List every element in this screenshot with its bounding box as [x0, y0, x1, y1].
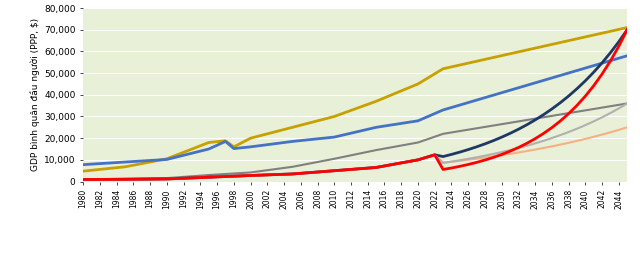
Malaysia [247, 145, 255, 148]
VN kịch bản 0 [247, 174, 255, 177]
Malaysia [582, 66, 589, 70]
Line: Malaysia: Malaysia [83, 56, 627, 165]
VN kịch bản 1 [506, 148, 514, 152]
Hàn Quốc [247, 136, 255, 140]
Hàn Quốc [623, 26, 631, 29]
Line: VN kịch bản 1: VN kịch bản 1 [83, 103, 627, 179]
Trung Quốc [79, 178, 87, 181]
VN kịch bản 0 [623, 126, 631, 129]
Trung Quốc [314, 160, 321, 164]
Malaysia [163, 158, 171, 161]
VN kịch bản 3 [314, 170, 321, 174]
Hàn Quốc [79, 170, 87, 173]
VN kịch bản 1 [247, 174, 255, 177]
Hàn Quốc [582, 35, 589, 38]
VN kịch bản 1 [582, 124, 589, 127]
VN kịch bản 2 [506, 132, 514, 135]
VN kịch bản 2 [79, 178, 87, 181]
VN kịch bản 3 [623, 28, 631, 31]
VN kịch bản 2 [213, 175, 221, 178]
VN kịch bản 3 [79, 178, 87, 181]
Malaysia [623, 54, 631, 57]
Trung Quốc [623, 102, 631, 105]
VN kịch bản 0 [506, 152, 514, 155]
Line: Hàn Quốc: Hàn Quốc [83, 28, 627, 171]
VN kịch bản 3 [213, 175, 221, 178]
Hàn Quốc [314, 119, 321, 122]
Trung Quốc [163, 176, 171, 180]
Line: Trung Quốc: Trung Quốc [83, 103, 627, 179]
Hàn Quốc [506, 52, 514, 55]
Malaysia [314, 137, 321, 140]
VN kịch bản 1 [314, 170, 321, 174]
VN kịch bản 0 [582, 137, 589, 140]
VN kịch bản 3 [582, 95, 589, 98]
Line: VN kịch bản 3: VN kịch bản 3 [83, 30, 627, 179]
VN kịch bản 2 [623, 28, 631, 31]
Trung Quốc [582, 109, 589, 112]
VN kịch bản 3 [506, 150, 514, 153]
Hàn Quốc [163, 157, 171, 160]
Line: VN kịch bản 2: VN kịch bản 2 [83, 30, 627, 179]
Trung Quốc [213, 173, 221, 176]
Trung Quốc [506, 121, 514, 124]
VN kịch bản 0 [163, 177, 171, 180]
Malaysia [79, 163, 87, 166]
Hàn Quốc [213, 140, 221, 143]
VN kịch bản 1 [213, 175, 221, 178]
VN kịch bản 1 [163, 177, 171, 180]
VN kịch bản 1 [79, 178, 87, 181]
VN kịch bản 2 [314, 170, 321, 174]
Y-axis label: GDP bình quân đầu người (PPP, $): GDP bình quân đầu người (PPP, $) [30, 18, 40, 171]
VN kịch bản 2 [247, 174, 255, 177]
Malaysia [506, 89, 514, 92]
VN kịch bản 0 [79, 178, 87, 181]
VN kịch bản 0 [213, 175, 221, 178]
Malaysia [213, 144, 221, 147]
VN kịch bản 3 [163, 177, 171, 180]
VN kịch bản 0 [314, 170, 321, 174]
VN kịch bản 2 [163, 177, 171, 180]
Trung Quốc [247, 171, 255, 174]
VN kịch bản 2 [582, 79, 589, 83]
VN kịch bản 1 [623, 102, 631, 105]
Line: VN kịch bản 0: VN kịch bản 0 [83, 127, 627, 179]
VN kịch bản 3 [247, 174, 255, 177]
